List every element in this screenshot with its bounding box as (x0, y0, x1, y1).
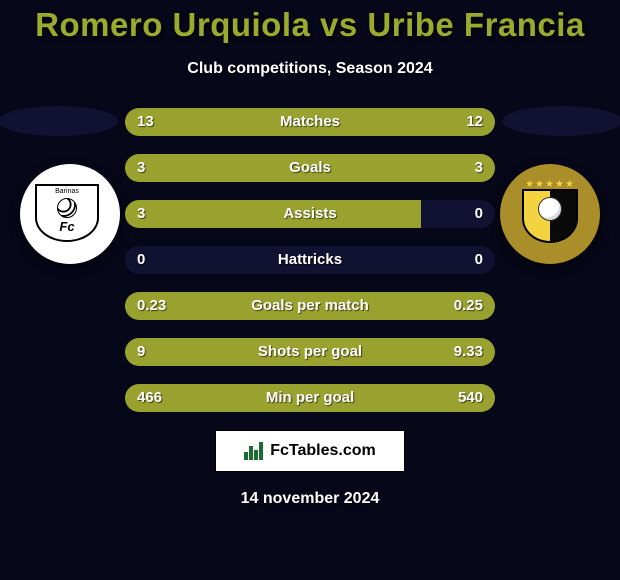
snapshot-date: 14 november 2024 (0, 490, 620, 508)
right-club-badge: ★★★★★ (500, 164, 600, 264)
stat-value-right: 0.25 (454, 292, 483, 320)
stat-row: Goals per match0.23 0.25 (125, 292, 495, 320)
stat-row: Shots per goal9 9.33 (125, 338, 495, 366)
stat-value-left: 9 (137, 338, 145, 366)
stat-value-right: 12 (466, 108, 483, 136)
stat-label: Min per goal (125, 384, 495, 412)
stat-value-right: 3 (475, 154, 483, 182)
stat-value-left: 13 (137, 108, 154, 136)
stat-value-right: 0 (475, 246, 483, 274)
tachira-shield-icon: ★★★★★ (519, 183, 581, 245)
stat-value-right: 540 (458, 384, 483, 412)
left-platform-ellipse (0, 106, 118, 136)
stat-value-left: 0 (137, 246, 145, 274)
stat-row: Goals3 3 (125, 154, 495, 182)
bar-chart-icon (244, 442, 264, 460)
stat-label: Hattricks (125, 246, 495, 274)
stat-row: Assists3 0 (125, 200, 495, 228)
stat-label: Goals per match (125, 292, 495, 320)
subtitle: Club competitions, Season 2024 (0, 60, 620, 78)
stat-row: Matches13 12 (125, 108, 495, 136)
stat-value-right: 9.33 (454, 338, 483, 366)
zamora-shield-icon: Fc (35, 184, 99, 242)
stat-row: Hattricks0 0 (125, 246, 495, 274)
fctables-brand-badge: FcTables.com (215, 430, 405, 472)
comparison-stage: Fc ★★★★★ Matches1312Goals33Assists30Hatt… (0, 106, 620, 412)
stat-label: Matches (125, 108, 495, 136)
stat-label: Goals (125, 154, 495, 182)
right-platform-ellipse (502, 106, 620, 136)
stat-value-left: 3 (137, 154, 145, 182)
page-title: Romero Urquiola vs Uribe Francia (0, 0, 620, 44)
stat-label: Shots per goal (125, 338, 495, 366)
stat-value-left: 3 (137, 200, 145, 228)
stat-value-left: 466 (137, 384, 162, 412)
stat-value-left: 0.23 (137, 292, 166, 320)
stats-bars: Matches1312Goals33Assists30Hattricks00Go… (125, 106, 495, 412)
stat-row: Min per goal466 540 (125, 384, 495, 412)
brand-text: FcTables.com (270, 442, 376, 460)
stat-value-right: 0 (475, 200, 483, 228)
left-club-badge: Fc (20, 164, 120, 264)
stat-label: Assists (125, 200, 495, 228)
